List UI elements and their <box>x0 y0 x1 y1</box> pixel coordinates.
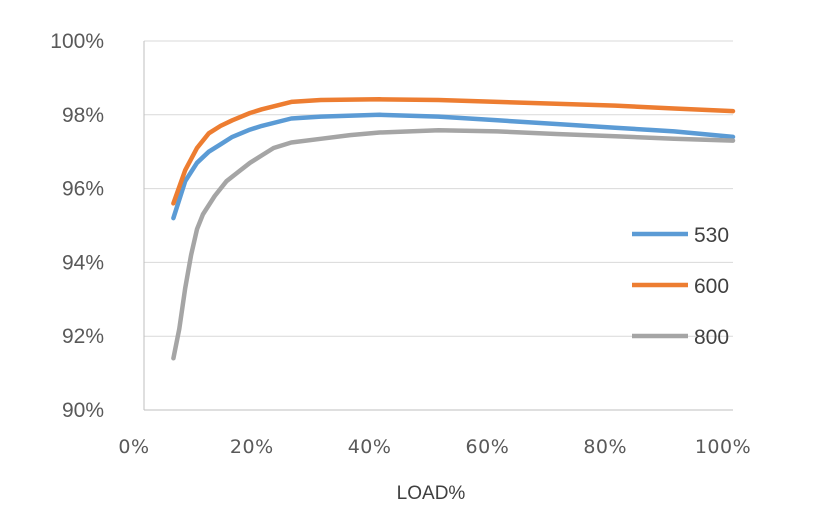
x-tick-label: 80% <box>583 436 627 458</box>
legend-label-600: 600 <box>694 275 729 298</box>
x-tick-label: 0% <box>118 436 149 458</box>
x-tick-label: 40% <box>348 436 392 458</box>
x-tick-label: 20% <box>230 436 274 458</box>
y-tick-label: 98% <box>62 104 104 127</box>
gridlines <box>143 40 733 411</box>
y-tick-label: 96% <box>62 178 104 201</box>
series-lines <box>171 97 736 361</box>
x-tick-label: 60% <box>466 436 510 458</box>
legend: 530 600 800 <box>632 224 729 349</box>
x-tick-label: 100% <box>695 436 751 458</box>
y-tick-label: 100% <box>50 30 104 53</box>
x-axis-label: LOAD% <box>397 483 466 504</box>
y-tick-label: 92% <box>62 325 104 348</box>
series-line-600 <box>171 97 736 206</box>
series-line-530 <box>171 112 736 221</box>
legend-label-800: 800 <box>694 326 729 349</box>
legend-label-530: 530 <box>694 224 729 247</box>
series-line-800 <box>171 128 736 361</box>
y-axis-ticks: 90% 92% 94% 96% 98% 100% <box>50 30 104 422</box>
x-axis-ticks: 0% 20% 40% 60% 80% 100% <box>118 436 751 458</box>
y-tick-label: 94% <box>62 251 104 274</box>
y-tick-label: 90% <box>62 399 104 422</box>
